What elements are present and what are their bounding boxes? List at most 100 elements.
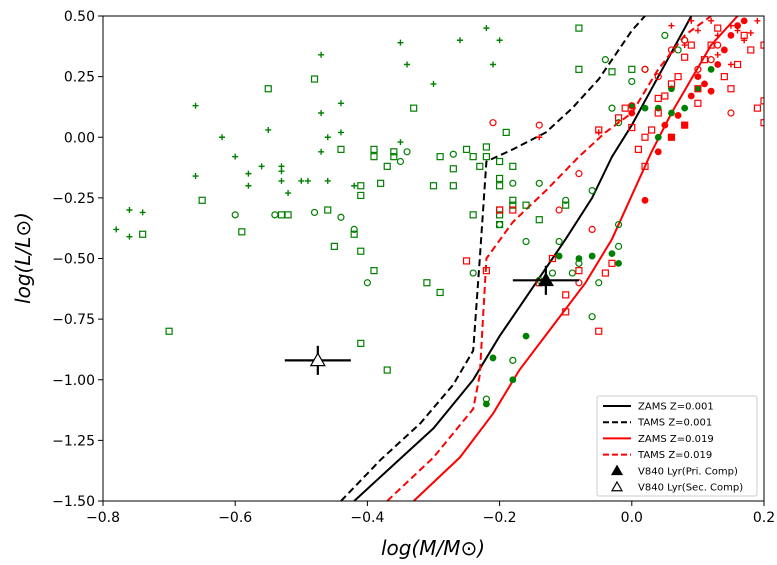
red-square-point — [714, 24, 722, 32]
red-circle-point — [535, 121, 543, 129]
red-square-point — [694, 85, 702, 93]
legend-label: ZAMS Z=0.019 — [638, 434, 714, 445]
green-plus-point — [298, 177, 305, 184]
red-square-point — [667, 80, 676, 88]
y-tick-label: 0.00 — [64, 130, 95, 146]
green-plus-point — [324, 134, 331, 141]
green-square-point — [562, 201, 570, 209]
red-square-point — [687, 41, 695, 49]
red-circle-point — [667, 46, 676, 54]
red-dot-point — [727, 32, 735, 39]
legend-label: TAMS Z=0.001 — [637, 418, 712, 429]
green-circle-point — [350, 225, 358, 233]
green-circle-point — [509, 356, 517, 364]
x-tick-label: −0.4 — [350, 510, 384, 526]
green-square-point — [522, 201, 530, 209]
green-square-point — [462, 145, 471, 153]
green-circle-point — [271, 211, 279, 219]
red-square-point — [707, 41, 715, 49]
x-tick-label: 0.0 — [621, 510, 643, 526]
green-square-point — [509, 162, 517, 170]
red-dot-point — [714, 61, 722, 68]
green-plus-point — [192, 102, 199, 109]
x-tick-label: 0.2 — [753, 510, 775, 526]
green-square-point — [476, 162, 484, 170]
red-plus-point — [727, 22, 734, 29]
red-circle-point — [707, 56, 715, 64]
red-plus-point — [747, 29, 754, 36]
red-square-point — [634, 145, 643, 153]
green-dot-point — [522, 332, 530, 340]
green-square-point — [357, 182, 365, 190]
green-square-point — [390, 153, 398, 161]
green-plus-point — [126, 233, 133, 240]
red-dot-point — [734, 22, 741, 30]
y-tick-label: −1.00 — [52, 373, 95, 389]
green-dot-point — [575, 255, 583, 262]
red-plus-point — [714, 32, 721, 39]
red-square-point — [760, 119, 764, 127]
green-circle-point — [310, 208, 319, 217]
green-circle-point — [661, 31, 669, 40]
green-dot-point — [641, 104, 649, 112]
green-plus-point — [126, 207, 133, 213]
red-square-point — [509, 206, 517, 214]
green-plus-point — [265, 126, 272, 133]
green-square-point — [377, 179, 385, 187]
green-plus-point — [304, 177, 311, 184]
green-circle-point — [496, 220, 504, 229]
red-circle-point — [714, 41, 722, 49]
green-dot-point — [668, 109, 675, 117]
y-tick-label: −0.25 — [52, 191, 95, 207]
red-circle-point — [575, 170, 583, 178]
red-dot-point — [681, 121, 689, 129]
red-dot-point — [654, 148, 662, 156]
green-square-point — [628, 65, 636, 73]
green-square-point — [575, 65, 583, 73]
green-square-point — [496, 174, 504, 183]
green-square-point — [575, 24, 583, 32]
x-axis-title: log(M/M⊙) — [381, 536, 485, 560]
red-plus-point — [714, 51, 721, 58]
red-dot-point — [707, 87, 715, 95]
green-square-point — [469, 153, 477, 161]
green-square-point — [198, 196, 206, 204]
green-circle-point — [363, 279, 371, 287]
legend-label: TAMS Z=0.019 — [637, 450, 712, 461]
green-plus-point — [456, 37, 463, 44]
red-dot-point — [674, 112, 682, 119]
red-circle-point — [727, 109, 735, 117]
y-axis: 0.50 0.25 0.00 −0.25 −0.50 −0.75 −1.00 −1.25 −1.… — [52, 9, 103, 510]
green-dot-point — [707, 65, 715, 73]
green-plus-point — [113, 226, 120, 233]
red-plus-point — [536, 134, 543, 141]
red-circle-point — [555, 206, 563, 214]
red-square-point — [654, 94, 662, 103]
red-circle-point — [588, 225, 596, 233]
green-plus-point — [324, 177, 331, 184]
x-axis: −0.8 −0.6 −0.4 −0.2 0.0 0.2 — [86, 501, 775, 526]
green-plus-point — [139, 209, 146, 216]
red-plus-point — [688, 17, 695, 24]
green-square-point — [383, 162, 391, 170]
red-square-point — [601, 269, 609, 277]
red-square-point — [727, 85, 735, 93]
legend-marker-swatch — [610, 480, 624, 492]
red-square-point — [760, 41, 764, 49]
red-square-point — [548, 254, 557, 263]
green-square-point — [370, 153, 378, 161]
legend-label: ZAMS Z=0.001 — [638, 402, 714, 413]
green-circle-point — [469, 269, 477, 277]
green-plus-point — [245, 170, 252, 177]
red-square-point — [562, 308, 570, 316]
green-square-point — [608, 68, 616, 76]
green-square-point — [436, 153, 444, 161]
green-square-point — [370, 145, 378, 153]
green-dot-point — [615, 259, 622, 267]
red-square-point — [575, 267, 583, 275]
red-dot-point — [740, 17, 748, 25]
green-square-point — [423, 279, 431, 287]
green-square-point — [337, 145, 345, 153]
green-circle-point — [614, 220, 623, 229]
green-square-point — [502, 128, 510, 136]
